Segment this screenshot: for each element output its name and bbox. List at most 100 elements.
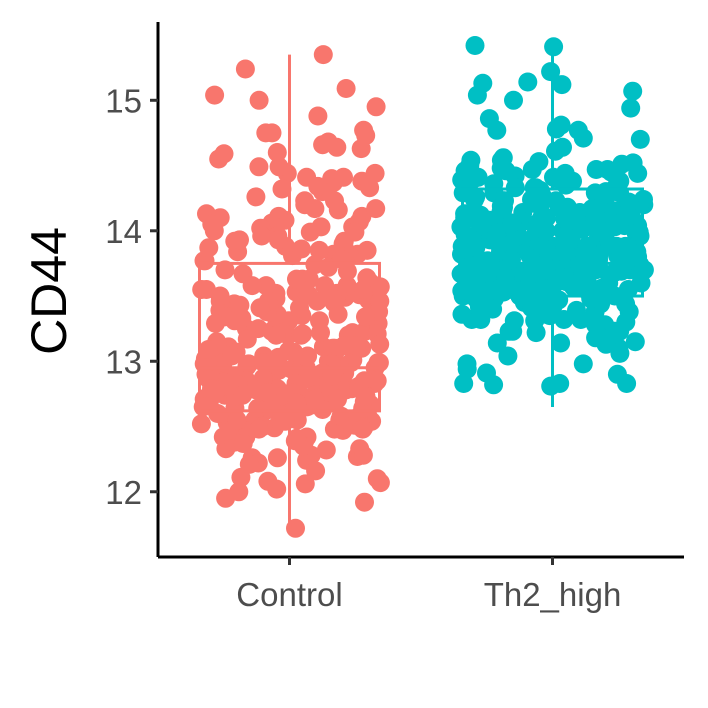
data-point <box>494 197 513 217</box>
data-point <box>246 187 266 207</box>
data-point <box>313 135 333 155</box>
data-point <box>256 123 276 143</box>
data-point <box>471 264 491 284</box>
data-point <box>202 379 221 399</box>
data-point <box>456 239 476 259</box>
data-point <box>356 307 375 327</box>
data-point <box>473 73 493 93</box>
data-point <box>472 213 492 233</box>
data-point <box>334 167 353 187</box>
box-iqr <box>461 187 644 298</box>
data-point <box>307 291 327 311</box>
data-point <box>322 289 342 309</box>
data-point <box>493 282 513 302</box>
data-point <box>225 311 245 331</box>
data-point <box>345 222 365 242</box>
data-point <box>305 389 325 409</box>
data-point <box>555 238 575 258</box>
data-point <box>568 120 588 140</box>
data-point <box>308 176 328 196</box>
data-point <box>267 448 287 468</box>
data-point <box>596 334 616 354</box>
data-point <box>483 299 503 319</box>
data-point <box>499 321 519 341</box>
x-tick-label: Control <box>236 576 342 613</box>
data-point <box>623 81 643 101</box>
data-point <box>486 229 506 249</box>
y-tick-label: 14 <box>105 213 142 250</box>
data-point <box>596 182 616 202</box>
data-point <box>353 445 373 465</box>
data-point <box>454 374 474 393</box>
data-point <box>295 191 315 211</box>
data-point <box>504 90 523 110</box>
data-point <box>272 179 292 199</box>
data-point <box>518 72 538 92</box>
data-point <box>248 398 268 418</box>
data-point <box>551 333 571 353</box>
data-point <box>237 329 257 349</box>
data-point <box>300 367 320 387</box>
data-point <box>291 239 311 259</box>
y-tick-label: 12 <box>105 474 142 511</box>
data-point <box>328 389 347 409</box>
box-iqr <box>198 261 381 413</box>
data-point <box>541 62 561 82</box>
data-point <box>230 295 250 315</box>
data-point <box>290 298 309 318</box>
data-point <box>229 482 249 502</box>
data-point <box>295 474 315 494</box>
data-point <box>557 272 577 292</box>
data-point <box>267 143 287 162</box>
data-point <box>316 440 336 460</box>
data-point <box>309 240 329 260</box>
data-point <box>354 371 374 391</box>
y-tick-label: 13 <box>105 343 142 380</box>
data-point <box>367 469 387 489</box>
data-point <box>328 304 348 324</box>
data-point <box>205 85 225 105</box>
data-point <box>366 97 386 117</box>
data-point <box>628 163 648 183</box>
data-point <box>461 150 481 170</box>
data-point <box>522 160 542 179</box>
data-point <box>523 264 543 284</box>
data-point <box>202 214 222 234</box>
data-point <box>198 340 218 359</box>
data-point <box>536 221 556 241</box>
data-point <box>573 354 593 374</box>
data-point <box>328 200 348 220</box>
data-point <box>630 129 650 149</box>
data-point <box>269 157 289 177</box>
data-point <box>227 410 247 430</box>
data-point <box>357 240 377 260</box>
data-point <box>465 36 485 55</box>
data-point <box>313 45 333 65</box>
data-point <box>268 230 288 250</box>
data-point <box>524 193 544 213</box>
data-point <box>287 428 307 448</box>
data-point <box>214 144 234 164</box>
jitter-points <box>191 36 654 538</box>
data-point <box>575 272 595 292</box>
data-point <box>487 333 507 353</box>
data-point <box>215 260 235 280</box>
data-point <box>258 383 278 403</box>
data-point <box>322 366 342 386</box>
data-point <box>233 385 253 405</box>
data-point <box>617 374 637 393</box>
y-axis-title: CD44 <box>21 227 77 355</box>
data-point <box>625 332 645 352</box>
data-point <box>555 209 575 229</box>
data-point <box>267 479 287 499</box>
data-point <box>311 323 330 343</box>
data-point <box>477 363 496 383</box>
y-axis-ticks: 12 13 14 15 <box>105 82 158 511</box>
data-point <box>360 178 380 198</box>
data-point <box>250 298 270 318</box>
data-point <box>552 75 572 95</box>
data-point <box>356 387 376 406</box>
data-point <box>334 336 354 356</box>
data-point <box>619 192 639 212</box>
